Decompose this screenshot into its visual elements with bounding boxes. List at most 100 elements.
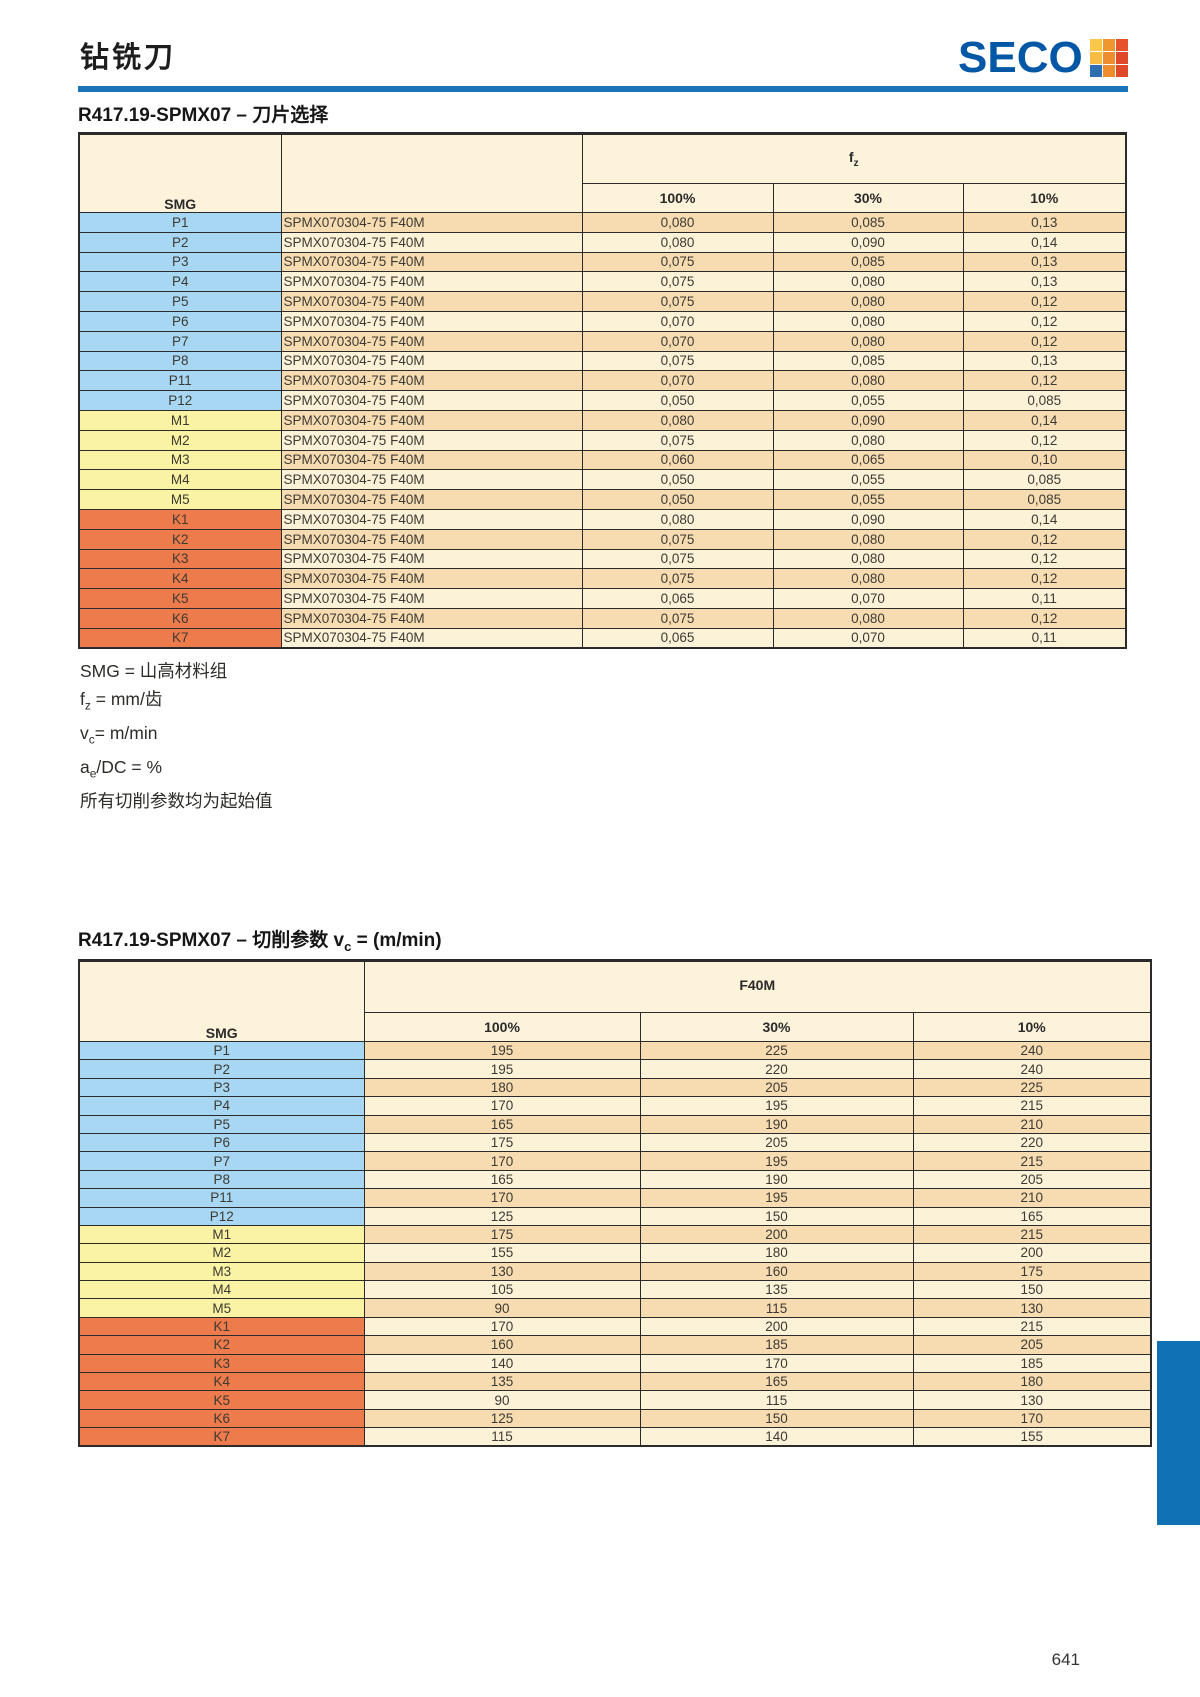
value-cell: 0,065 [772,449,964,471]
seco-logo-mark-icon [1089,39,1128,77]
value-cell: 240 [912,1040,1152,1061]
smg-group-cell: M3 [78,1261,365,1282]
value-cell: 0,075 [581,429,774,451]
value-cell: 0,070 [581,330,774,352]
value-cell: 0,11 [962,627,1127,649]
value-cell: 155 [912,1427,1152,1447]
table-row: M3 130 160 175 [78,1261,1152,1282]
smg-group-cell: P2 [78,1059,365,1079]
footnote-line: vc= m/min [80,722,158,747]
value-cell: 210 [912,1188,1152,1208]
table-row: M5 SPMX070304-75 F40M 0,050 0,055 0,085 [78,489,1127,510]
insert-designation-cell: SPMX070304-75 F40M [280,390,583,411]
value-cell: 215 [912,1316,1152,1337]
table-row: K6 125 150 170 [78,1408,1152,1429]
logo-mark-square [1089,39,1102,51]
col-header-30: 30% [639,1012,914,1042]
value-cell: 180 [639,1243,914,1263]
insert-designation-cell: SPMX070304-75 F40M [280,508,583,530]
value-cell: 0,080 [772,330,964,352]
smg-group-cell: K2 [78,528,282,550]
value-cell: 170 [363,1151,641,1171]
smg-group-cell: K1 [78,508,282,530]
fz-span-header: fz [581,133,1127,184]
smg-group-cell: P12 [78,1206,365,1226]
insert-designation-cell: SPMX070304-75 F40M [280,607,583,629]
value-cell: 195 [639,1151,914,1171]
value-cell: 0,070 [772,588,964,609]
value-cell: 0,060 [581,449,774,471]
smg-group-cell: P6 [78,310,282,332]
smg-group-cell: K7 [78,1427,365,1447]
value-cell: 130 [912,1298,1152,1318]
value-cell: 125 [363,1408,641,1429]
table-row: P8 165 190 205 [78,1169,1152,1190]
value-cell: 180 [912,1372,1152,1392]
value-cell: 0,070 [772,627,964,649]
value-cell: 0,080 [581,409,774,431]
value-cell: 0,075 [581,568,774,590]
col-header-10: 10% [962,183,1127,213]
table-row: P8 SPMX070304-75 F40M 0,075 0,085 0,13 [78,350,1127,372]
insert-designation-cell: SPMX070304-75 F40M [280,469,583,491]
value-cell: 160 [363,1335,641,1355]
header-divider-rule [78,86,1128,92]
value-cell: 150 [912,1280,1152,1300]
smg-group-cell: P7 [78,1151,365,1171]
value-cell: 125 [363,1206,641,1226]
value-cell: 0,070 [581,370,774,392]
table-row: K7 115 140 155 [78,1427,1152,1447]
value-cell: 190 [639,1114,914,1134]
fz-label: f [848,149,854,166]
table-row: P11 170 195 210 [78,1188,1152,1208]
table-row: K2 160 185 205 [78,1335,1152,1355]
col-header-10: 10% [912,1012,1152,1042]
value-cell: 0,12 [962,330,1127,352]
value-cell: 0,085 [962,469,1127,491]
value-cell: 150 [639,1206,914,1226]
smg-group-cell: P3 [78,251,282,273]
table-row: K2 SPMX070304-75 F40M 0,075 0,080 0,12 [78,528,1127,550]
smg-group-cell: P11 [78,1188,365,1208]
value-cell: 0,065 [581,588,774,609]
value-cell: 0,050 [581,469,774,491]
table-row: K1 170 200 215 [78,1316,1152,1337]
logo-mark-square [1115,52,1128,64]
table-row: M3 SPMX070304-75 F40M 0,060 0,065 0,10 [78,449,1127,471]
table-row: K4 SPMX070304-75 F40M 0,075 0,080 0,12 [78,568,1127,590]
col-header-100: 100% [581,183,774,213]
smg-group-cell: M4 [78,469,282,491]
value-cell: 0,14 [962,409,1127,431]
smg-group-cell: M3 [78,449,282,471]
insert-designation-cell: SPMX070304-75 F40M [280,350,583,372]
value-cell: 0,11 [962,588,1127,609]
table-row: P7 SPMX070304-75 F40M 0,070 0,080 0,12 [78,330,1127,352]
value-cell: 215 [912,1096,1152,1116]
value-cell: 0,12 [962,528,1127,550]
table-row: P5 SPMX070304-75 F40M 0,075 0,080 0,12 [78,291,1127,312]
table-row: M5 90 115 130 [78,1298,1152,1318]
insert-designation-cell: SPMX070304-75 F40M [280,271,583,293]
fz-subscript: z [853,157,859,169]
value-cell: 205 [639,1077,914,1098]
insert-designation-cell: SPMX070304-75 F40M [280,489,583,510]
value-cell: 165 [912,1206,1152,1226]
smg-group-cell: M2 [78,1243,365,1263]
table-row: M4 SPMX070304-75 F40M 0,050 0,055 0,085 [78,469,1127,491]
table-row: P1 SPMX070304-75 F40M 0,080 0,085 0,13 [78,212,1127,233]
table-row: M1 SPMX070304-75 F40M 0,080 0,090 0,14 [78,409,1127,431]
smg-group-cell: K1 [78,1316,365,1337]
value-cell: 0,090 [772,231,964,253]
value-cell: 0,14 [962,508,1127,530]
value-cell: 0,080 [581,508,774,530]
col-header-100: 100% [363,1012,641,1042]
insert-designation-cell: SPMX070304-75 F40M [280,588,583,609]
logo-mark-square [1102,39,1115,51]
section2-title-subscript: c [344,938,352,954]
value-cell: 0,12 [962,548,1127,570]
cutting-parameters-table: SMG F40M 100% 30% 10% P1 195 225 240 P2 195 22… [78,959,1152,1448]
value-cell: 150 [639,1408,914,1429]
value-cell: 215 [912,1151,1152,1171]
grade-span-header: F40M [363,960,1152,1013]
logo-mark-square [1115,65,1128,77]
